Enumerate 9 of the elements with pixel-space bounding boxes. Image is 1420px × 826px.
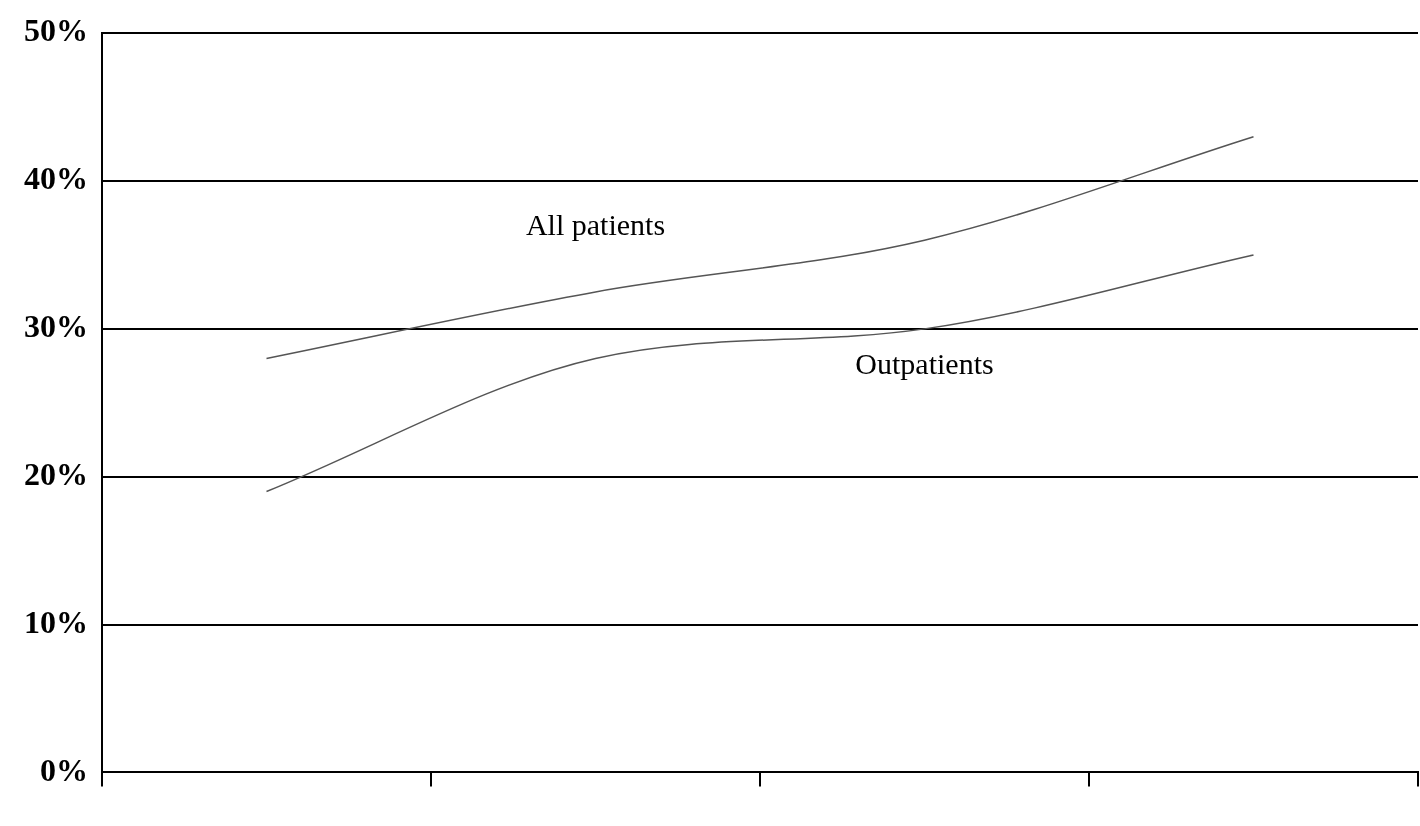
y-tick-label: 30% (24, 308, 88, 345)
y-tick-label: 0% (40, 751, 88, 788)
y-tick-label: 40% (24, 160, 88, 197)
series-label: Outpatients (855, 346, 994, 380)
series-label: All patients (525, 207, 666, 241)
y-tick-label: 20% (24, 455, 88, 492)
line-series (265, 254, 1255, 493)
y-tick-label: 50% (24, 12, 88, 49)
y-tick-label: 10% (24, 603, 88, 640)
